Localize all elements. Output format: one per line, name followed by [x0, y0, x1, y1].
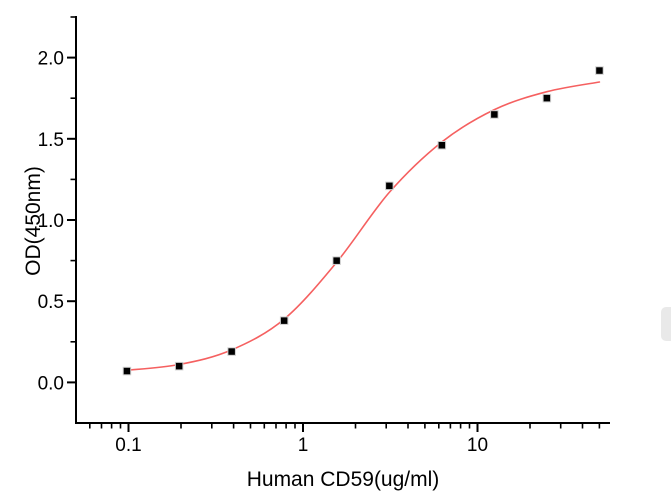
fit-curve-layer [126, 81, 601, 371]
y-tick-label: 0.5 [38, 292, 64, 313]
x-tick-label: 0.1 [115, 435, 141, 456]
data-point-marker [227, 347, 236, 356]
data-point-marker [122, 366, 132, 376]
y-axis-title: OD(450nm) [22, 166, 45, 276]
y-tick-label: 0.0 [38, 373, 64, 394]
data-point-marker [437, 141, 447, 150]
data-point-marker [490, 110, 499, 119]
data-point-marker [279, 316, 289, 325]
data-point-marker [542, 93, 552, 103]
x-tick-label: 1 [298, 435, 309, 456]
y-tick-label: 1.5 [38, 130, 64, 151]
data-points-group [122, 66, 604, 376]
data-point-marker [332, 256, 341, 265]
scrollbar-thumb[interactable] [661, 307, 671, 341]
axes-layer [75, 16, 610, 424]
fit-curve-line [126, 81, 601, 371]
axis-lines [75, 16, 610, 424]
data-point-marker [385, 181, 394, 191]
x-axis-title: Human CD59(ug/ml) [247, 468, 440, 491]
data-point-marker [595, 66, 604, 75]
tick-labels-layer: 0.1 1 10 0.0 0.5 1.0 1.5 2.0 [38, 49, 488, 456]
data-point-marker [174, 361, 184, 371]
x-tick-label: 10 [467, 435, 488, 456]
ticks-layer [67, 16, 601, 432]
y-tick-label: 2.0 [38, 49, 64, 70]
y-tick-label: 1.0 [38, 211, 64, 232]
